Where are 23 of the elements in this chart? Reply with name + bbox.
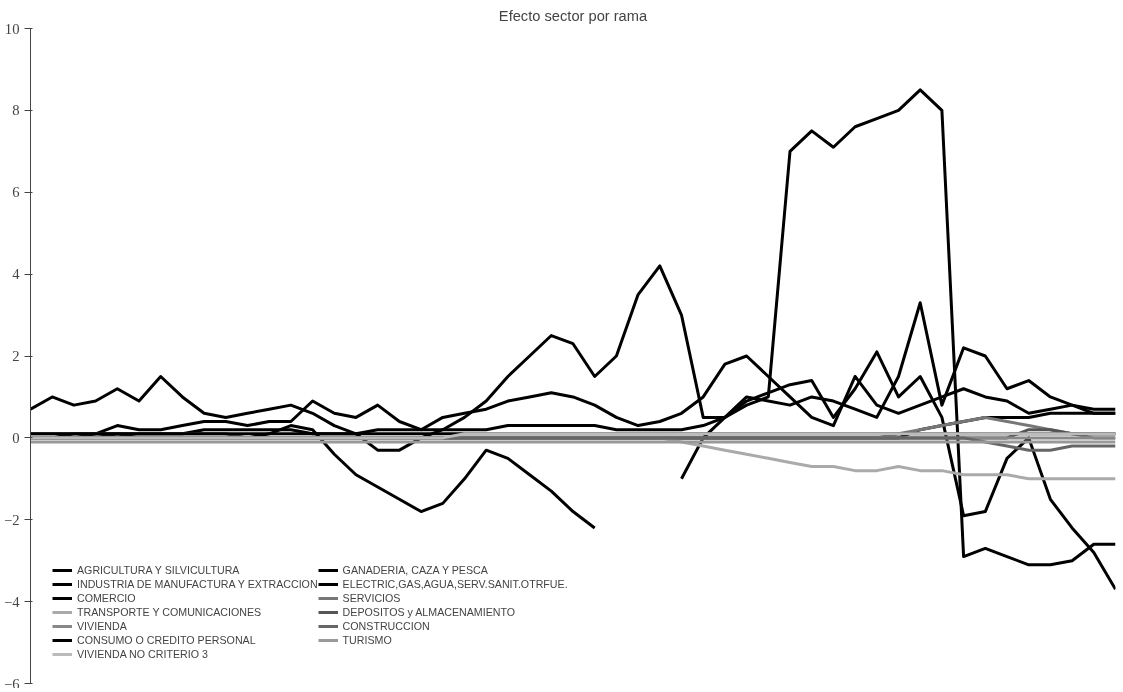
legend-label: ELECTRIC,GAS,AGUA,SERV.SANIT.OTRFUE. bbox=[342, 577, 568, 591]
y-tick-label: −6 bbox=[3, 675, 20, 692]
y-tick-label: 0 bbox=[12, 429, 20, 446]
legend-label: CONSUMO O CREDITO PERSONAL bbox=[77, 633, 256, 647]
legend-label: DEPOSITOS y ALMACENAMIENTO bbox=[342, 605, 516, 619]
legend-label: GANADERIA, CAZA Y PESCA bbox=[342, 563, 488, 577]
legend-label: COMERCIO bbox=[77, 591, 136, 605]
legend-label: INDUSTRIA DE MANUFACTURA Y EXTRACCION bbox=[77, 577, 318, 591]
legend-label: CONSTRUCCION bbox=[342, 619, 430, 633]
legend-label: VIVIENDA bbox=[77, 619, 127, 633]
chart-title: Efecto sector por rama bbox=[498, 7, 648, 24]
legend-label: TURISMO bbox=[342, 633, 392, 647]
legend-label: SERVICIOS bbox=[342, 591, 401, 605]
y-tick-label: 8 bbox=[12, 102, 20, 119]
y-tick-label: 10 bbox=[4, 20, 20, 37]
y-tick-label: 6 bbox=[12, 184, 20, 201]
legend-label: VIVIENDA NO CRITERIO 3 bbox=[77, 647, 208, 661]
y-tick-label: −2 bbox=[3, 511, 20, 528]
y-tick-label: −4 bbox=[3, 593, 21, 610]
legend-label: TRANSPORTE Y COMUNICACIONES bbox=[77, 605, 262, 619]
y-tick-label: 2 bbox=[12, 348, 20, 364]
legend-label: AGRICULTURA Y SILVICULTURA bbox=[77, 563, 240, 577]
y-tick-label: 4 bbox=[12, 266, 21, 283]
